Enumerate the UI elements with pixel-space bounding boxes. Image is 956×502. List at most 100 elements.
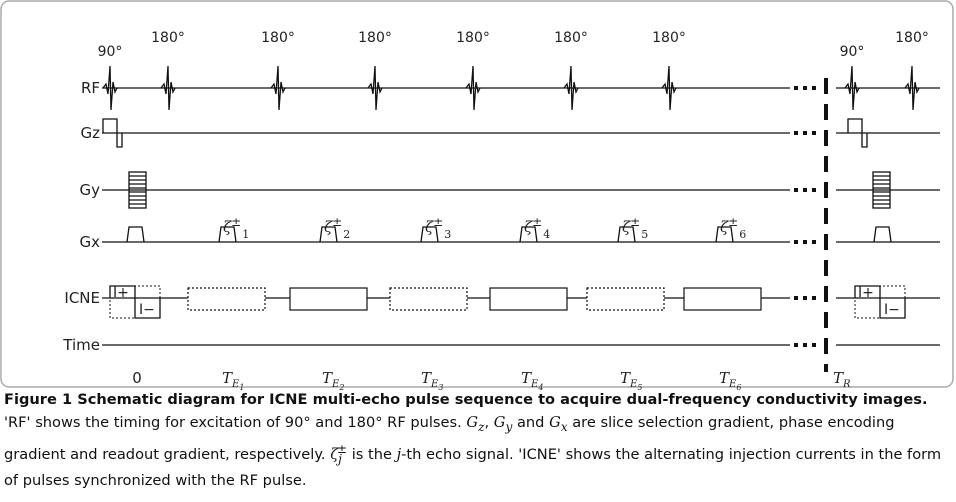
rf-pulse — [102, 65, 118, 111]
zeta: ζ — [425, 218, 434, 236]
row-label: Gx — [79, 233, 100, 251]
current-label: I− — [139, 302, 155, 318]
sub: 4 — [543, 228, 550, 241]
gx-pulse — [519, 226, 538, 243]
current-pulse — [854, 285, 906, 319]
sup: ± — [630, 215, 640, 229]
gy-pulse — [128, 171, 147, 209]
zeta: ζ — [720, 218, 729, 236]
diagram: RF Gz Gy Gx ICNE Time 90° 180° 180° 180° 180° 180° 1… — [0, 0, 954, 390]
g: G — [466, 413, 479, 431]
time-label: TE1 — [222, 369, 244, 390]
echo-label: ζ±2 — [324, 215, 350, 241]
row-label: Gz — [81, 124, 101, 142]
current-box — [489, 287, 568, 311]
rf-pulse — [844, 65, 860, 111]
time-label: TE4 — [521, 369, 543, 390]
sub2: 2 — [338, 383, 344, 390]
zeta: ζ — [524, 218, 533, 236]
symbol: ζj± — [330, 442, 347, 466]
zeta: ζ — [223, 218, 232, 236]
current-pulse — [109, 285, 161, 319]
sup: ± — [728, 215, 738, 229]
symbol: Gx — [549, 413, 568, 434]
rf-label: 180° — [358, 30, 392, 46]
sub: E — [430, 379, 439, 390]
time-label: 0 — [132, 369, 142, 387]
gx-pulse — [420, 226, 439, 243]
current-label: I+ — [858, 285, 874, 301]
current-label: I+ — [113, 285, 129, 301]
sub: E — [331, 379, 340, 390]
zeta: ζ — [622, 218, 631, 236]
rf-label: 90° — [98, 44, 123, 60]
gx-pulse — [218, 226, 237, 243]
gx-pulse — [873, 226, 892, 243]
caption-text: is the — [351, 445, 392, 463]
gy-pulse — [872, 171, 891, 209]
symbol: j — [396, 445, 402, 463]
caption-text: 'RF' shows the timing for excitation of … — [4, 413, 462, 431]
echo-label: ζ±5 — [622, 215, 648, 241]
gx-pulse — [319, 226, 338, 243]
sub2: 1 — [239, 383, 244, 390]
sub: 5 — [641, 228, 648, 241]
symbol: Gy — [493, 413, 513, 434]
rf-pulse — [270, 65, 286, 111]
sub: j — [338, 451, 342, 466]
gx-pulse — [617, 226, 636, 243]
caption-text: are slice selection gradient, phase enco… — [4, 413, 895, 463]
sep: , — [484, 413, 490, 431]
g: G — [549, 413, 561, 431]
gx-pulse — [715, 226, 734, 243]
sub: E — [728, 379, 737, 390]
row-label: ICNE — [64, 289, 100, 307]
sub: E — [530, 379, 539, 390]
zeta: ζ — [330, 445, 339, 463]
gx-pulse — [126, 226, 145, 243]
gz-pulse — [847, 118, 868, 148]
row-label: Time — [62, 336, 100, 354]
rf-pulse — [367, 65, 383, 111]
current-box — [389, 287, 468, 311]
current-label: I− — [884, 302, 900, 318]
main: T — [421, 369, 432, 387]
sub: 2 — [343, 228, 350, 241]
zeta: ζ — [324, 218, 333, 236]
current-box — [683, 287, 762, 311]
sup: ± — [336, 442, 348, 457]
rf-label: 180° — [652, 30, 686, 46]
g: G — [493, 413, 506, 431]
main: T — [222, 369, 233, 387]
rf-pulse — [465, 65, 481, 111]
echo-label: ζ±6 — [720, 215, 746, 241]
sub: z — [478, 419, 485, 434]
rf-label: 180° — [554, 30, 588, 46]
main: T — [322, 369, 333, 387]
rf-pulse — [563, 65, 579, 111]
rf-label: 180° — [895, 30, 929, 46]
time-label: TE3 — [421, 369, 443, 390]
rf-pulse — [661, 65, 677, 111]
sub: x — [560, 419, 568, 434]
rf-label: 180° — [151, 30, 185, 46]
sup: ± — [231, 215, 241, 229]
echo-label: ζ±3 — [425, 215, 451, 241]
sup: ± — [433, 215, 443, 229]
symbol: Gz — [466, 413, 485, 434]
echo-label: ζ±4 — [524, 215, 550, 241]
caption-text: and — [516, 413, 545, 431]
time-label: TE5 — [620, 369, 642, 390]
rf-pulse — [160, 65, 176, 111]
main: T — [521, 369, 532, 387]
sub: y — [505, 419, 513, 434]
sub: 6 — [739, 228, 746, 241]
rf-label: 180° — [456, 30, 490, 46]
sub: 3 — [444, 228, 451, 241]
row-label: RF — [81, 79, 100, 97]
row-label: Gy — [79, 181, 100, 199]
sup: ± — [532, 215, 542, 229]
caption-title: Figure 1 Schematic diagram for ICNE mult… — [4, 391, 928, 408]
sub2: 4 — [537, 383, 543, 390]
